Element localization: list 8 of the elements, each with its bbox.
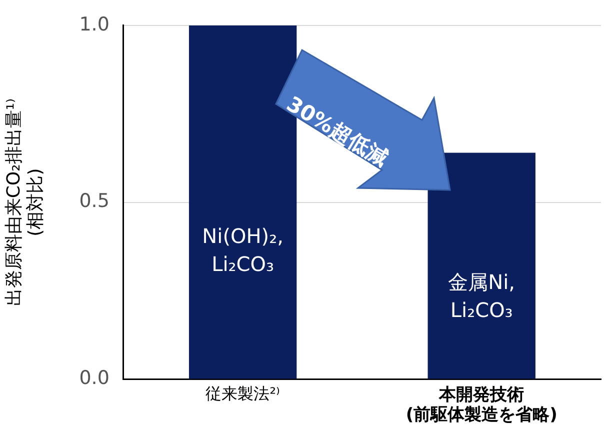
y-tick-label: 0.5	[79, 190, 110, 212]
y-axis-title: 出発原料由来CO₂排出量¹⁾ (相対比)	[3, 98, 46, 306]
y-tick-label: 1.0	[79, 13, 110, 36]
annotation: Ni(OH)₂, Li₂CO₃	[202, 224, 284, 276]
x-tick-label: 本開発技術 (前駆体製造を省略)	[406, 384, 558, 426]
annotation: 金属Ni, Li₂CO₃	[448, 270, 516, 322]
y-tick-label: 0.0	[79, 367, 110, 390]
x-tick-label: 従来製法²⁾	[206, 384, 280, 403]
